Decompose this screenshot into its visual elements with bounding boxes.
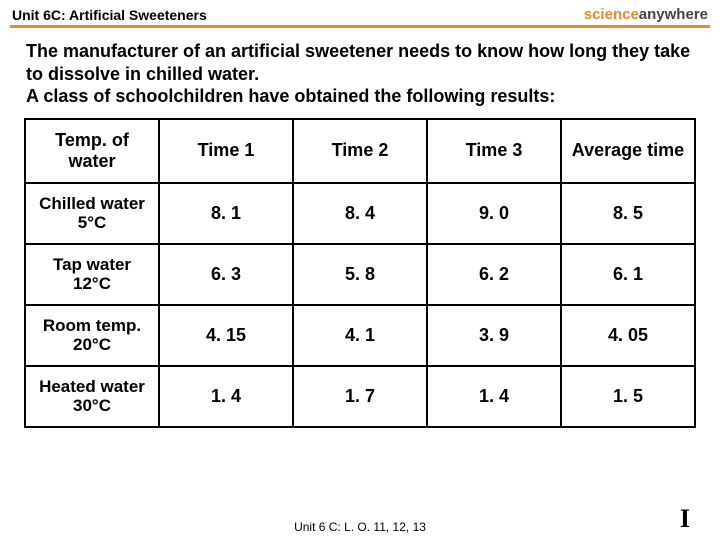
col-header-avg: Average time [561, 119, 695, 183]
table-row: Tap water12°C6. 35. 86. 26. 1 [25, 244, 695, 305]
cell-t2: 5. 8 [293, 244, 427, 305]
cell-t2: 4. 1 [293, 305, 427, 366]
table-row: Room temp.20°C4. 154. 13. 94. 05 [25, 305, 695, 366]
cell-avg: 6. 1 [561, 244, 695, 305]
cell-t2: 8. 4 [293, 183, 427, 244]
logo-dark: anywhere [639, 6, 708, 23]
data-table-wrap: Temp. of water Time 1 Time 2 Time 3 Aver… [0, 118, 720, 428]
col-header-time2: Time 2 [293, 119, 427, 183]
cell-t2: 1. 7 [293, 366, 427, 427]
row-label: Heated water30°C [25, 366, 159, 427]
cell-t1: 8. 1 [159, 183, 293, 244]
cell-t1: 6. 3 [159, 244, 293, 305]
cell-avg: 1. 5 [561, 366, 695, 427]
header-divider [10, 25, 710, 28]
intro-text: The manufacturer of an artificial sweete… [0, 36, 720, 118]
intro-line: The manufacturer of an artificial sweete… [26, 41, 690, 84]
page-indicator: I [680, 504, 690, 534]
cell-t3: 6. 2 [427, 244, 561, 305]
cell-t1: 4. 15 [159, 305, 293, 366]
logo-orange: science [584, 6, 639, 23]
cell-avg: 4. 05 [561, 305, 695, 366]
table-row: Chilled water5°C8. 18. 49. 08. 5 [25, 183, 695, 244]
logo: scienceanywhere [584, 6, 708, 23]
table-header-row: Temp. of water Time 1 Time 2 Time 3 Aver… [25, 119, 695, 183]
row-label: Room temp.20°C [25, 305, 159, 366]
cell-t1: 1. 4 [159, 366, 293, 427]
cell-t3: 9. 0 [427, 183, 561, 244]
cell-t3: 3. 9 [427, 305, 561, 366]
footer-text: Unit 6 C: L. O. 11, 12, 13 [0, 520, 720, 534]
row-label: Chilled water5°C [25, 183, 159, 244]
row-label: Tap water12°C [25, 244, 159, 305]
cell-avg: 8. 5 [561, 183, 695, 244]
dissolve-time-table: Temp. of water Time 1 Time 2 Time 3 Aver… [24, 118, 696, 428]
table-row: Heated water30°C1. 41. 71. 41. 5 [25, 366, 695, 427]
unit-title: Unit 6C: Artificial Sweeteners [12, 7, 207, 23]
intro-line: A class of schoolchildren have obtained … [26, 86, 555, 106]
col-header-time1: Time 1 [159, 119, 293, 183]
col-header-temp: Temp. of water [25, 119, 159, 183]
cell-t3: 1. 4 [427, 366, 561, 427]
slide-header: Unit 6C: Artificial Sweeteners sciencean… [0, 0, 720, 25]
col-header-time3: Time 3 [427, 119, 561, 183]
